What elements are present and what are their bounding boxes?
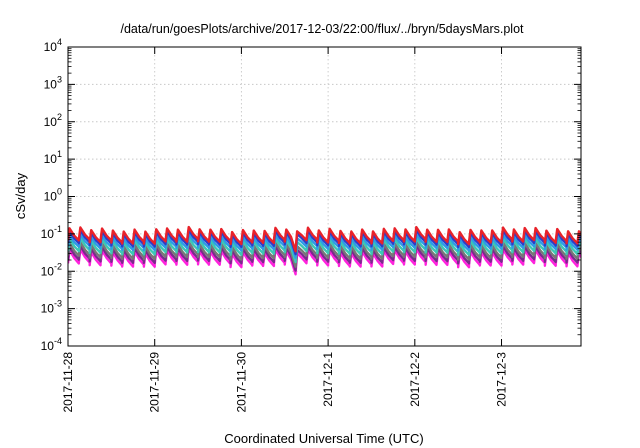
y-tick-label-base: 10 xyxy=(41,339,55,353)
grid xyxy=(68,47,581,346)
y-tick-label-exponent: 1 xyxy=(57,149,62,159)
x-tick-label: 2017-12-1 xyxy=(321,352,335,407)
x-tick-label: 2017-12-2 xyxy=(408,352,422,407)
y-axis-label: cSv/day xyxy=(13,172,28,219)
y-tick-label-exponent: 2 xyxy=(57,112,62,122)
y-tick-label-exponent: -4 xyxy=(54,336,62,346)
y-tick-label-exponent: 3 xyxy=(57,74,62,84)
y-tick-label-base: 10 xyxy=(44,77,58,91)
x-tick-label: 2017-11-29 xyxy=(148,352,162,413)
y-tick-label: 101 xyxy=(44,149,62,166)
y-tick-label: 10-2 xyxy=(41,261,62,278)
y-tick-label: 103 xyxy=(44,74,62,91)
y-tick-label: 10-4 xyxy=(41,336,62,353)
series-line xyxy=(68,225,581,253)
y-tick-label-exponent: -2 xyxy=(54,261,62,271)
x-tick-label: 2017-11-30 xyxy=(234,352,248,413)
x-tick-labels: 2017-11-28 2017-11-29 2017-11-30 2017-12-1 2… xyxy=(61,352,509,413)
y-tick-label-base: 10 xyxy=(41,227,55,241)
y-tick-label-exponent: 4 xyxy=(57,37,62,47)
chart-title: /data/run/goesPlots/archive/2017-12-03/2… xyxy=(120,22,524,36)
y-tick-label-exponent: 0 xyxy=(57,187,62,197)
series-layer xyxy=(68,225,581,276)
y-tick-label: 102 xyxy=(44,112,62,129)
y-tick-label-base: 10 xyxy=(44,190,58,204)
y-tick-label-base: 10 xyxy=(44,40,58,54)
y-tick-label-exponent: -3 xyxy=(54,299,62,309)
y-tick-label-base: 10 xyxy=(41,264,55,278)
y-tick-label: 100 xyxy=(44,187,62,204)
y-tick-label-base: 10 xyxy=(41,302,55,316)
ticks xyxy=(67,46,581,347)
y-tick-label-base: 10 xyxy=(44,115,58,129)
x-tick-label: 2017-12-3 xyxy=(495,352,509,407)
y-tick-label: 10-3 xyxy=(41,299,62,316)
x-tick-label: 2017-11-28 xyxy=(61,352,75,413)
y-tick-label: 104 xyxy=(44,37,62,54)
x-axis-label: Coordinated Universal Time (UTC) xyxy=(224,431,423,446)
y-tick-label-exponent: -1 xyxy=(54,224,62,234)
y-tick-label-base: 10 xyxy=(44,152,58,166)
y-tick-label: 10-1 xyxy=(41,224,62,241)
